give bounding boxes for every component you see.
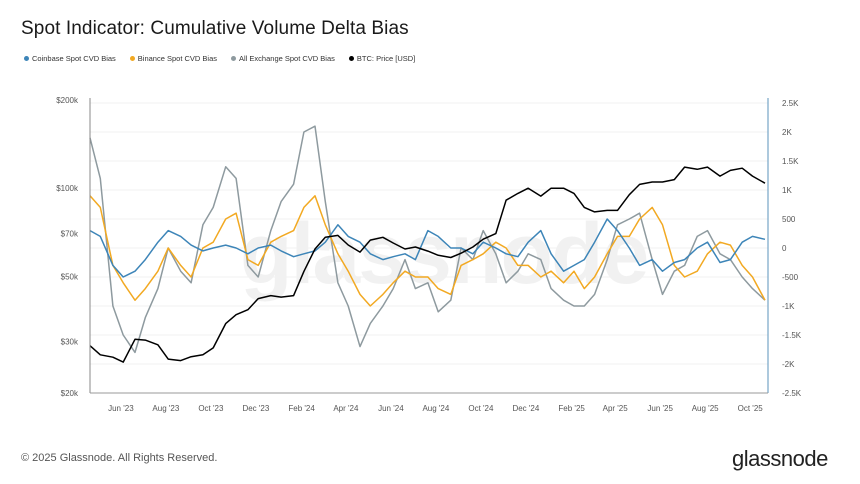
x-tick-label: Jun '25 bbox=[647, 404, 673, 413]
y-left-tick-label: $50k bbox=[61, 272, 79, 281]
x-tick-label: Aug '23 bbox=[152, 404, 179, 413]
legend-dot-icon bbox=[231, 56, 237, 61]
legend-dot-icon bbox=[24, 56, 29, 61]
y-right-tick-label: -2.5K bbox=[782, 389, 802, 398]
legend-item-binance[interactable]: Binance Spot CVD Bias bbox=[129, 54, 218, 63]
legend-item-btc-price[interactable]: BTC: Price [USD] bbox=[348, 54, 416, 63]
y-left-tick-label: $70k bbox=[61, 230, 79, 239]
x-tick-label: Feb '25 bbox=[558, 404, 585, 413]
series-lines bbox=[89, 125, 766, 363]
y-right-tick-label: 1.5K bbox=[782, 157, 799, 166]
x-tick-label: Jun '23 bbox=[108, 404, 134, 413]
x-tick-label: Oct '23 bbox=[198, 404, 224, 413]
y-right-tick-label: -1K bbox=[782, 302, 795, 311]
copyright: © 2025 Glassnode. All Rights Reserved. bbox=[21, 452, 218, 464]
legend-label: BTC: Price [USD] bbox=[356, 54, 416, 63]
y-left-tick-label: $200k bbox=[56, 96, 79, 105]
y-right-tick-label: 500 bbox=[782, 215, 796, 224]
y-left-tick-label: $100k bbox=[56, 184, 79, 193]
y-left-tick-label: $30k bbox=[61, 337, 79, 346]
y-right-tick-label: 2.5K bbox=[782, 99, 799, 108]
y-right-tick-label: 2K bbox=[782, 128, 792, 137]
axes bbox=[89, 98, 769, 394]
x-tick-label: Oct '25 bbox=[738, 404, 764, 413]
series-line-binance-spot-cvd-bias bbox=[89, 195, 766, 307]
glassnode-logo: glassnode bbox=[732, 446, 828, 471]
x-tick-label: Oct '24 bbox=[468, 404, 494, 413]
x-tick-label: Aug '24 bbox=[422, 404, 449, 413]
y-right-tick-label: 1K bbox=[782, 186, 792, 195]
x-tick-label: Dec '23 bbox=[242, 404, 269, 413]
x-tick-label: Dec '24 bbox=[512, 404, 539, 413]
x-ticks: Jun '23 Aug '23 Oct '23 Dec '23 Feb '24 Apr '… bbox=[108, 404, 763, 413]
legend-dot-icon bbox=[348, 56, 354, 61]
y-right-tick-label: -1.5K bbox=[782, 331, 802, 340]
y-right-tick-label: 0 bbox=[782, 244, 787, 253]
series-line-coinbase-spot-cvd-bias bbox=[89, 218, 766, 278]
x-tick-label: Jun '24 bbox=[378, 404, 404, 413]
y-left-tick-label: $20k bbox=[61, 389, 79, 398]
legend-item-coinbase[interactable]: Coinbase Spot CVD Bias bbox=[24, 54, 116, 63]
y-right-ticks: -2.5K -2K -1.5K -1K -500 0 500 1K 1.5K 2K 2.5K bbox=[782, 99, 802, 398]
gridlines bbox=[90, 102, 768, 394]
legend-item-all-exchange[interactable]: All Exchange Spot CVD Bias bbox=[231, 54, 335, 63]
x-tick-label: Apr '25 bbox=[603, 404, 629, 413]
series-line-btc-price-usd bbox=[89, 166, 766, 363]
x-tick-label: Aug '25 bbox=[692, 404, 719, 413]
y-left-ticks: $20k $30k $50k $70k $100k $200k bbox=[56, 96, 79, 398]
legend-label: Coinbase Spot CVD Bias bbox=[32, 54, 116, 63]
legend-label: Binance Spot CVD Bias bbox=[137, 54, 218, 63]
legend: Coinbase Spot CVD Bias Binance Spot CVD … bbox=[24, 54, 415, 63]
y-right-tick-label: -500 bbox=[782, 273, 799, 282]
x-tick-label: Apr '24 bbox=[333, 404, 359, 413]
legend-label: All Exchange Spot CVD Bias bbox=[239, 54, 335, 63]
y-right-tick-label: -2K bbox=[782, 360, 795, 369]
legend-dot-icon bbox=[129, 56, 135, 61]
series-line-all-exchange-spot-cvd-bias bbox=[89, 125, 766, 354]
x-tick-label: Feb '24 bbox=[288, 404, 315, 413]
page-title: Spot Indicator: Cumulative Volume Delta … bbox=[21, 18, 409, 39]
